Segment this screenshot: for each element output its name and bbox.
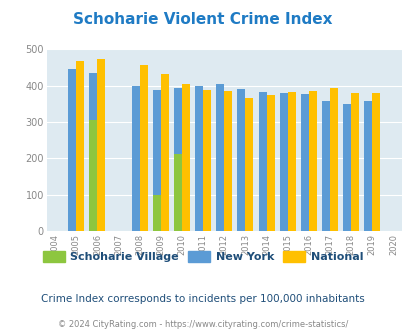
Text: © 2024 CityRating.com - https://www.cityrating.com/crime-statistics/: © 2024 CityRating.com - https://www.city… (58, 319, 347, 329)
Bar (139, 65, 147, 231)
Bar (371, 93, 379, 231)
Legend: Schoharie Village, New York, National: Schoharie Village, New York, National (38, 247, 367, 267)
Bar (237, 89, 245, 231)
Bar (174, 154, 181, 231)
Bar (195, 86, 202, 231)
Bar (287, 92, 295, 231)
Bar (131, 86, 139, 231)
Bar (350, 93, 358, 231)
Bar (160, 74, 168, 231)
Bar (89, 73, 97, 231)
Bar (245, 98, 253, 231)
Bar (279, 93, 287, 231)
Bar (68, 69, 76, 231)
Bar (266, 94, 274, 231)
Bar (342, 104, 350, 231)
Bar (97, 59, 105, 231)
Bar (308, 91, 316, 231)
Bar (329, 88, 337, 231)
Bar (258, 92, 266, 231)
Bar (76, 61, 84, 231)
Bar (363, 101, 371, 231)
Text: Crime Index corresponds to incidents per 100,000 inhabitants: Crime Index corresponds to incidents per… (41, 294, 364, 304)
Bar (216, 83, 224, 231)
Bar (89, 120, 97, 231)
Bar (202, 90, 211, 231)
Bar (224, 90, 232, 231)
Bar (321, 101, 329, 231)
Bar (152, 90, 160, 231)
Bar (174, 88, 181, 231)
Bar (152, 195, 160, 231)
Bar (181, 84, 190, 231)
Text: Schoharie Violent Crime Index: Schoharie Violent Crime Index (73, 12, 332, 26)
Bar (300, 94, 308, 231)
